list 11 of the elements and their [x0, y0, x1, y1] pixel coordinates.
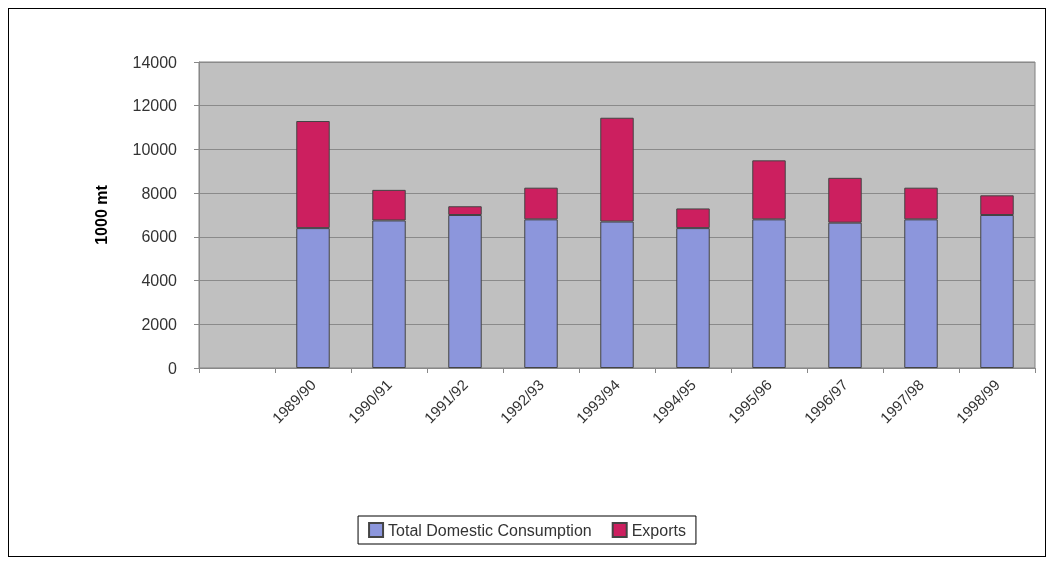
- y-tick-label: 2000: [141, 315, 178, 333]
- y-axis-title: 1000 mt: [92, 184, 110, 245]
- y-tick-label: 8000: [141, 184, 178, 202]
- y-tick-label: 14000: [132, 53, 178, 71]
- y-tick-label: 4000: [141, 272, 178, 290]
- legend-label: Exports: [631, 521, 686, 539]
- y-tick-label: 10000: [132, 140, 178, 158]
- y-tick-label: 0: [168, 359, 178, 377]
- y-tick-label: 12000: [132, 97, 178, 115]
- legend-label: Total Domestic Consumption: [388, 521, 592, 539]
- y-tick-label: 6000: [141, 228, 178, 246]
